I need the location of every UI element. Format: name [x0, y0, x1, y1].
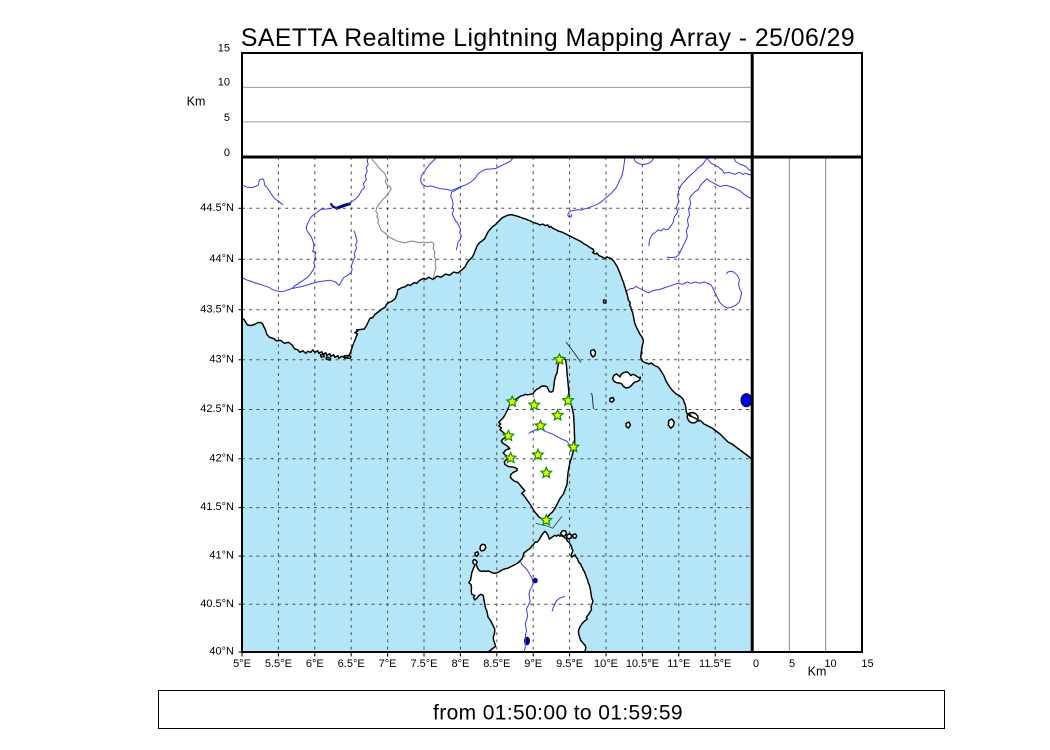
svg-text:5.5°E: 5.5°E — [265, 658, 292, 670]
svg-text:11.5°E: 11.5°E — [699, 658, 731, 670]
svg-text:8°E: 8°E — [451, 658, 469, 670]
svg-text:7°E: 7°E — [379, 658, 397, 670]
svg-text:7.5°E: 7.5°E — [410, 658, 437, 670]
svg-text:11°E: 11°E — [667, 658, 690, 670]
svg-text:43°N: 43°N — [209, 353, 234, 365]
svg-text:10: 10 — [218, 77, 230, 89]
svg-text:from 01:50:00 to 01:59:59: from 01:50:00 to 01:59:59 — [433, 702, 683, 725]
svg-text:5: 5 — [224, 112, 230, 124]
svg-text:15: 15 — [218, 42, 230, 54]
svg-text:44°N: 44°N — [209, 253, 234, 265]
svg-text:Km: Km — [187, 95, 206, 109]
svg-text:5: 5 — [789, 658, 795, 670]
svg-text:0: 0 — [224, 147, 230, 159]
svg-text:44.5°N: 44.5°N — [200, 202, 234, 214]
svg-text:9.5°E: 9.5°E — [556, 658, 583, 670]
svg-text:10: 10 — [824, 658, 836, 670]
svg-text:5°E: 5°E — [233, 658, 251, 670]
svg-text:41.5°N: 41.5°N — [200, 501, 234, 513]
svg-text:0: 0 — [753, 658, 759, 670]
svg-text:8.5°E: 8.5°E — [483, 658, 510, 670]
svg-text:41°N: 41°N — [209, 550, 234, 562]
svg-text:15: 15 — [861, 658, 873, 670]
svg-text:10°E: 10°E — [594, 658, 618, 670]
svg-text:40.5°N: 40.5°N — [200, 598, 234, 610]
svg-text:SAETTA Realtime Lightning Mapp: SAETTA Realtime Lightning Mapping Array … — [241, 25, 855, 52]
svg-text:Km: Km — [808, 665, 827, 679]
svg-text:42°N: 42°N — [209, 452, 234, 464]
svg-text:40°N: 40°N — [209, 646, 234, 658]
svg-text:6°E: 6°E — [306, 658, 324, 670]
svg-text:9°E: 9°E — [524, 658, 542, 670]
svg-text:43.5°N: 43.5°N — [200, 303, 234, 315]
svg-text:42.5°N: 42.5°N — [200, 403, 234, 415]
svg-text:6.5°E: 6.5°E — [338, 658, 365, 670]
svg-text:10.5°E: 10.5°E — [626, 658, 659, 670]
